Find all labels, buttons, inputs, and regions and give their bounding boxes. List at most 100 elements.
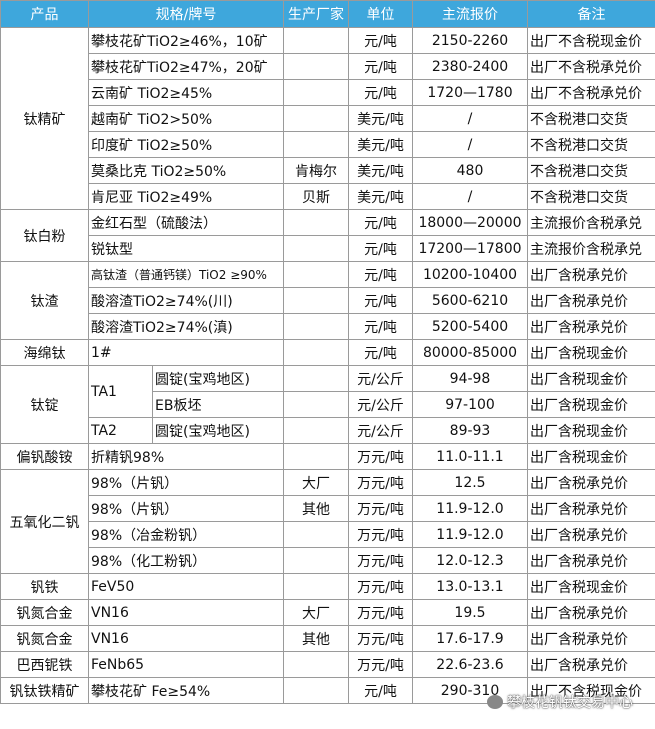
spec-cell: 金红石型（硫酸法） <box>88 209 284 236</box>
product-cell: 钒铁 <box>0 573 89 600</box>
wechat-icon <box>487 695 503 709</box>
note-cell: 主流报价含税承兑 <box>527 235 655 262</box>
note-cell: 出厂含税现金价 <box>527 443 655 470</box>
unit-cell: 万元/吨 <box>348 573 413 600</box>
table-row: 海绵钛 1# 元/吨 80000-85000 出厂含税现金价 <box>0 339 655 366</box>
note-cell: 出厂不含税承兑价 <box>527 53 655 80</box>
spec-cell: 攀枝花矿TiO2≥47%，20矿 <box>88 53 284 80</box>
table-row: 酸溶渣TiO2≥74%(川) 元/吨 5600-6210 出厂含税承兑价 <box>1 287 655 314</box>
price-cell: / <box>412 183 528 210</box>
note-cell: 不含税港口交货 <box>527 105 655 132</box>
maker-cell <box>283 261 349 288</box>
spec-cell: 98%（冶金粉钒） <box>88 521 284 548</box>
price-cell: 11.9-12.0 <box>412 495 528 522</box>
unit-cell: 万元/吨 <box>348 469 413 496</box>
note-cell: 出厂含税承兑价 <box>527 521 655 548</box>
maker-cell: 其他 <box>283 495 349 522</box>
price-cell: 12.0-12.3 <box>412 547 528 574</box>
price-cell: 97-100 <box>412 391 528 418</box>
grade-cell: 圆锭(宝鸡地区) <box>152 365 284 392</box>
product-cell: 五氧化二钒 <box>0 469 89 574</box>
table-row: 五氧化二钒 98%（片钒） 大厂 万元/吨 12.5 出厂含税承兑价 <box>0 469 655 574</box>
price-cell: 10200-10400 <box>412 261 528 288</box>
product-cell: 钒氮合金 <box>0 599 89 626</box>
product-cell: 钒钛铁精矿 <box>0 677 89 704</box>
unit-cell: 元/吨 <box>348 79 413 106</box>
header-row: 产品 规格/牌号 生产厂家 单位 主流报价 备注 <box>0 0 655 28</box>
spec-cell: 攀枝花矿TiO2≥46%，10矿 <box>88 27 284 54</box>
unit-cell: 元/吨 <box>348 261 413 288</box>
table-row: 98%（冶金粉钒） 万元/吨 11.9-12.0 出厂含税承兑价 <box>1 521 655 548</box>
maker-cell <box>283 417 349 444</box>
note-cell: 出厂含税承兑价 <box>527 287 655 314</box>
note-cell: 出厂含税承兑价 <box>527 599 655 626</box>
price-cell: 11.0-11.1 <box>412 443 528 470</box>
unit-cell: 元/吨 <box>348 677 413 704</box>
header-cell: 主流报价 <box>412 0 528 28</box>
spec-cell: 越南矿 TiO2>50% <box>88 105 284 132</box>
maker-cell: 贝斯 <box>283 183 349 210</box>
price-cell: 5600-6210 <box>412 287 528 314</box>
spec-cell: FeNb65 <box>88 651 284 678</box>
maker-cell <box>283 131 349 158</box>
note-cell: 主流报价含税承兑 <box>527 209 655 236</box>
maker-cell <box>283 677 349 704</box>
unit-cell: 元/吨 <box>348 53 413 80</box>
price-cell: 80000-85000 <box>412 339 528 366</box>
note-cell: 出厂含税现金价 <box>527 365 655 392</box>
price-cell: 19.5 <box>412 599 528 626</box>
note-cell: 不含税港口交货 <box>527 183 655 210</box>
unit-cell: 元/公斤 <box>348 365 413 392</box>
grade-cell: EB板坯 <box>152 391 284 418</box>
price-cell: 22.6-23.6 <box>412 651 528 678</box>
table-row: 越南矿 TiO2>50% 美元/吨 / 不含税港口交货 <box>1 105 655 132</box>
spec-cell: TA2 <box>88 417 153 444</box>
unit-cell: 万元/吨 <box>348 495 413 522</box>
spec-cell: 高钛渣（普通钙镁）TiO2 ≥90% <box>88 261 284 288</box>
maker-cell <box>283 287 349 314</box>
price-cell: 480 <box>412 157 528 184</box>
table-row: 钛白粉 金红石型（硫酸法） 元/吨 18000—20000 主流报价含税承兑 <box>0 209 655 262</box>
header-cell: 备注 <box>527 0 655 28</box>
table-row: 锐钛型 元/吨 17200—17800 主流报价含税承兑 <box>1 235 655 262</box>
table-row: 钛锭 TA1 圆锭(宝鸡地区) 元/公斤 94-98 出厂含税现金价 <box>0 365 655 444</box>
note-cell: 出厂含税承兑价 <box>527 625 655 652</box>
table-row: 钒铁 FeV50 万元/吨 13.0-13.1 出厂含税现金价 <box>0 573 655 600</box>
unit-cell: 美元/吨 <box>348 105 413 132</box>
table-row: 98%（化工粉钒） 万元/吨 12.0-12.3 出厂含税承兑价 <box>1 547 655 574</box>
maker-cell <box>283 27 349 54</box>
note-cell: 出厂含税承兑价 <box>527 313 655 340</box>
maker-cell <box>283 521 349 548</box>
maker-cell: 大厂 <box>283 469 349 496</box>
table-row: 钒钛铁精矿 攀枝花矿 Fe≥54% 元/吨 290-310 出厂不含税现金价 <box>0 677 655 704</box>
unit-cell: 美元/吨 <box>348 131 413 158</box>
maker-cell <box>283 105 349 132</box>
table-row: 印度矿 TiO2≥50% 美元/吨 / 不含税港口交货 <box>1 131 655 158</box>
spec-cell: 98%（片钒） <box>88 469 284 496</box>
price-cell: 17.6-17.9 <box>412 625 528 652</box>
header-cell: 产品 <box>0 0 89 28</box>
note-cell: 出厂不含税现金价 <box>527 677 655 704</box>
spec-cell: 印度矿 TiO2≥50% <box>88 131 284 158</box>
table-row: 云南矿 TiO2≥45% 元/吨 1720—1780 出厂不含税承兑价 <box>1 79 655 106</box>
price-cell: 2380-2400 <box>412 53 528 80</box>
spec-cell: VN16 <box>88 599 284 626</box>
note-cell: 不含税港口交货 <box>527 157 655 184</box>
product-cell: 海绵钛 <box>0 339 89 366</box>
product-cell: 钛锭 <box>0 365 89 444</box>
spec-cell: FeV50 <box>88 573 284 600</box>
unit-cell: 万元/吨 <box>348 625 413 652</box>
unit-cell: 元/吨 <box>348 339 413 366</box>
maker-cell: 其他 <box>283 625 349 652</box>
product-cell: 钛渣 <box>0 261 89 340</box>
unit-cell: 元/吨 <box>348 27 413 54</box>
maker-cell <box>283 547 349 574</box>
product-cell: 巴西铌铁 <box>0 651 89 678</box>
maker-cell <box>283 365 349 392</box>
price-cell: 2150-2260 <box>412 27 528 54</box>
table-row: 98%（片钒） 其他 万元/吨 11.9-12.0 出厂含税承兑价 <box>1 495 655 522</box>
table-row: 钒氮合金 VN16 大厂 万元/吨 19.5 出厂含税承兑价 <box>0 599 655 626</box>
unit-cell: 元/吨 <box>348 313 413 340</box>
maker-cell <box>283 79 349 106</box>
